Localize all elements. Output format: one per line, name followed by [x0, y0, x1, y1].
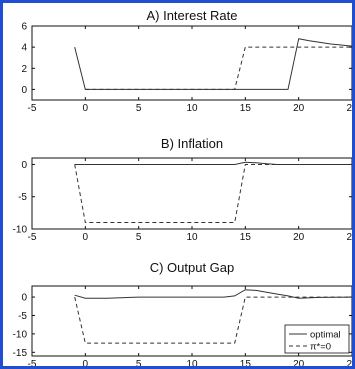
x-tick-label: 15 [240, 103, 252, 114]
x-tick-label: 10 [186, 359, 198, 369]
series-line-optimal [74, 38, 353, 90]
x-tick-label: 20 [293, 232, 305, 243]
x-tick-label: 10 [186, 103, 198, 114]
legend-box [284, 324, 350, 354]
x-tick-label: 20 [293, 359, 305, 369]
y-tick-label: 4 [21, 43, 27, 54]
y-tick-label: -5 [18, 192, 27, 203]
x-tick-label: 15 [240, 232, 252, 243]
panel-3: C) Output Gap -5 0 5 10 15 20 25 -15 -10 -5 0 optima… [13, 260, 355, 369]
series-line-optimal [74, 289, 353, 299]
series-line-pi-star-zero [74, 164, 352, 223]
y-tick-label: 6 [21, 22, 27, 33]
y-tick-label: 0 [21, 85, 27, 96]
panel-title: B) Inflation [161, 136, 223, 151]
x-tick-label: 5 [136, 103, 142, 114]
x-tick-label: 25 [346, 103, 355, 114]
panel-2: B) Inflation-5 0 5 10 15 20 25-10-50 [13, 136, 355, 243]
x-tick-label: 25 [346, 359, 355, 369]
x-tick-label: 0 [83, 103, 89, 114]
panel-title: C) Output Gap [150, 260, 235, 275]
y-tick-label: -5 [18, 311, 27, 322]
y-tick-label: -10 [13, 329, 28, 340]
legend-label: π*=0 [310, 342, 331, 353]
x-tick-label: 5 [136, 232, 142, 243]
x-tick-label: 20 [293, 103, 305, 114]
series-line-optimal [74, 161, 352, 165]
x-tick-label: 0 [83, 232, 89, 243]
x-tick-label: -5 [28, 103, 37, 114]
x-tick-label: 15 [240, 359, 252, 369]
legend-label: optimal [310, 330, 341, 341]
series-line-pi-star-zero [85, 46, 352, 90]
y-tick-label: -15 [13, 348, 28, 359]
x-tick-label: 10 [186, 232, 198, 243]
y-tick-label: 0 [21, 160, 27, 171]
y-tick-label: -10 [13, 225, 28, 236]
x-tick-label: -5 [28, 232, 37, 243]
x-tick-label: -5 [28, 359, 37, 369]
x-tick-label: 0 [83, 359, 89, 369]
x-tick-label: 5 [136, 359, 142, 369]
x-tick-label: 25 [346, 232, 355, 243]
panel-title: A) Interest Rate [146, 8, 237, 23]
series-line-pi-star-zero [74, 296, 352, 344]
y-tick-label: 2 [21, 64, 27, 75]
y-tick-label: 0 [21, 293, 27, 304]
